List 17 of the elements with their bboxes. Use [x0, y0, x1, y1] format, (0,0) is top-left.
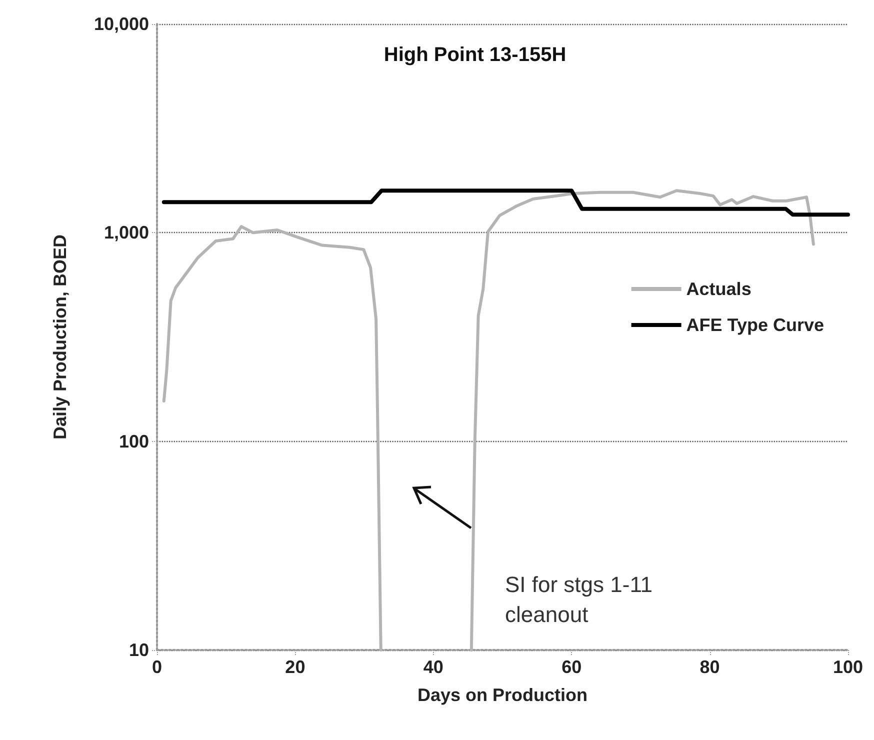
x-tick-label: 0 [152, 657, 162, 677]
y-axis-title: Daily Production, BOED [50, 234, 70, 440]
y-tick-label: 10 [128, 640, 149, 660]
x-tick-label: 40 [423, 657, 444, 677]
x-tick-label: 20 [285, 657, 306, 677]
x-axis-title: Days on Production [417, 685, 588, 705]
y-tick-label: 100 [118, 431, 149, 452]
text: High Point 13-155H [384, 44, 566, 66]
legend-label: Actuals [686, 279, 752, 299]
y-tick-label: 1,000 [104, 222, 149, 243]
annotation: SI for stgs 1-11 cleanout [505, 572, 653, 627]
x-tick-label: 100 [832, 657, 864, 677]
x-tick-label: 80 [700, 657, 720, 677]
line-series [162, 188, 850, 217]
legend-label: AFE Type Curve [686, 315, 824, 335]
y-tick-label: 10,000 [94, 14, 149, 34]
x-tick-label: 60 [562, 657, 582, 677]
